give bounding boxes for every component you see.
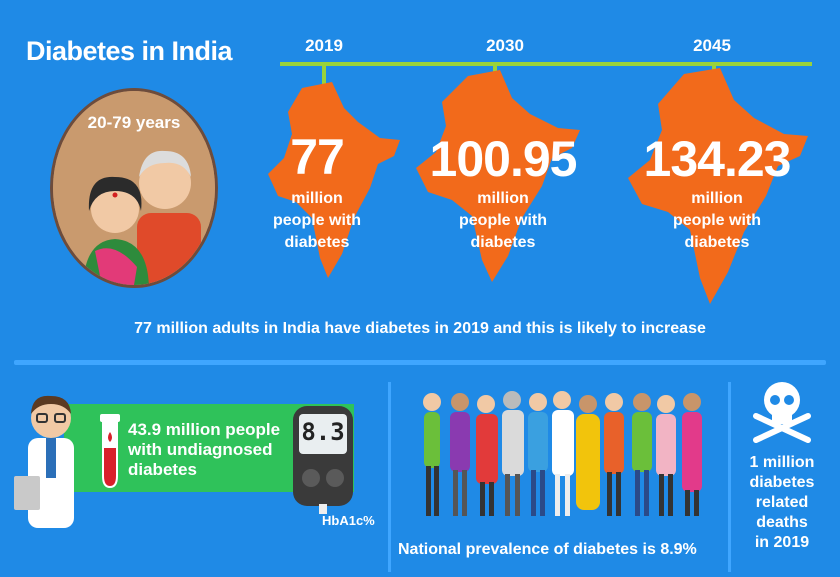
desc2-2045: diabetes	[684, 234, 750, 251]
undiagnosed-line1: 43.9 million people	[128, 420, 281, 439]
crowd-illustration	[423, 391, 702, 516]
undiagnosed-text: 43.9 million people with undiagnosed dia…	[128, 420, 280, 480]
value-2030: 100.95	[429, 131, 578, 187]
desc1-2019: people with	[273, 212, 361, 229]
unit-2045: million	[691, 190, 743, 207]
summary-text: 77 million adults in India have diabetes…	[134, 320, 706, 337]
deaths-line1: 1 million	[749, 454, 815, 471]
couple-illustration	[53, 91, 215, 285]
vertical-divider	[728, 382, 731, 572]
skull-crossbones-icon	[753, 382, 811, 443]
desc2-2030: diabetes	[470, 234, 536, 251]
desc1-2030: people with	[459, 212, 547, 229]
value-2019: 77	[290, 129, 345, 185]
page-title: Diabetes in India	[26, 36, 233, 66]
india-map-2030	[416, 70, 580, 282]
india-map-2045	[628, 68, 808, 304]
walking-people	[423, 391, 702, 516]
india-map-2019	[268, 82, 400, 278]
doctor-illustration	[14, 395, 74, 528]
deaths-line5: in 2019	[754, 534, 810, 551]
year-2030: 2030	[486, 36, 524, 55]
year-2045: 2045	[693, 36, 731, 55]
deaths-line4: deaths	[756, 514, 808, 531]
vertical-divider	[388, 382, 391, 572]
blood-tube-icon	[100, 414, 120, 488]
desc2-2019: diabetes	[284, 234, 350, 251]
meter-reading: 8.3	[301, 418, 345, 446]
undiagnosed-line3: diabetes	[128, 460, 197, 479]
value-2045: 134.23	[643, 131, 792, 187]
glucose-meter: 8.3	[291, 404, 356, 540]
deaths-text: 1 million diabetes related deaths in 201…	[740, 453, 824, 553]
hba1c-label: HbA1c%	[322, 513, 375, 528]
timeline-line	[280, 62, 812, 66]
deaths-line3: related	[755, 494, 809, 511]
deaths-line2: diabetes	[749, 474, 815, 491]
age-range-label: 20-79 years	[87, 113, 181, 132]
undiagnosed-line2: with undiagnosed	[128, 440, 273, 459]
desc1-2045: people with	[673, 212, 761, 229]
couple-portrait	[50, 88, 218, 288]
year-2019: 2019	[305, 36, 343, 55]
section-divider	[14, 360, 826, 365]
prevalence-text: National prevalence of diabetes is 8.9%	[398, 541, 697, 558]
unit-2030: million	[477, 190, 529, 207]
unit-2019: million	[291, 190, 343, 207]
